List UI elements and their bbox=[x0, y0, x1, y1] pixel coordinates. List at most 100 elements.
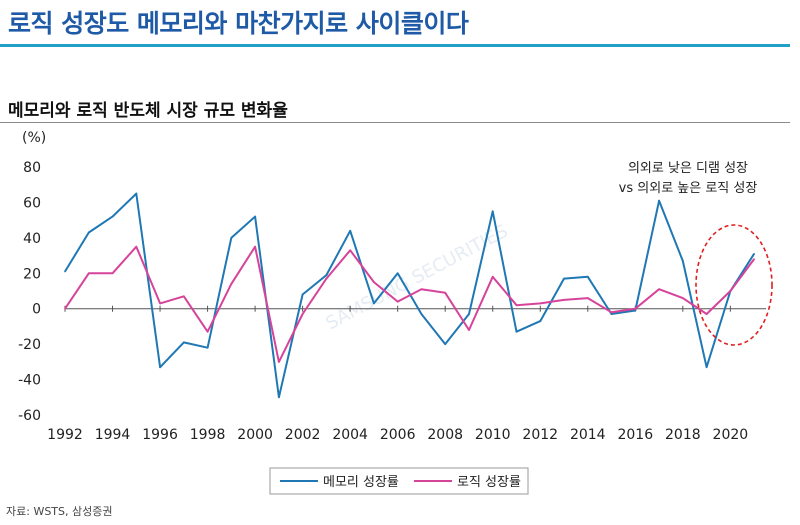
highlight-circle bbox=[695, 224, 773, 346]
logic-point bbox=[349, 249, 351, 252]
series-lines bbox=[64, 192, 755, 399]
y-tick-label: 40 bbox=[23, 231, 41, 247]
logic-point bbox=[254, 245, 256, 248]
watermark: SAMSUNG SECURITIES bbox=[322, 221, 511, 335]
x-tick-labels: 1992 1994 1996 1998 2000 2002 2004 2006 2008 2010… bbox=[47, 427, 748, 443]
subtitle-rule bbox=[0, 122, 790, 123]
logic-point bbox=[87, 272, 90, 275]
logic-point bbox=[658, 288, 660, 291]
y-tick-label: 20 bbox=[23, 266, 41, 282]
memory-point bbox=[634, 309, 637, 312]
y-unit-label: (%) bbox=[22, 130, 46, 146]
logic-point bbox=[111, 272, 114, 275]
series-logic-line bbox=[64, 245, 755, 363]
series-memory-line bbox=[64, 192, 755, 399]
memory-point bbox=[183, 341, 185, 344]
memory-point bbox=[444, 343, 447, 345]
memory-point bbox=[87, 231, 90, 234]
memory-point bbox=[515, 330, 518, 333]
memory-point bbox=[325, 274, 328, 276]
logic-point bbox=[373, 281, 375, 283]
logic-point bbox=[444, 291, 447, 294]
logic-point bbox=[468, 329, 470, 331]
x-tick-label: 1992 bbox=[47, 427, 83, 443]
y-tick-label: 0 bbox=[32, 302, 41, 318]
legend-logic-label: 로직 성장률 bbox=[457, 475, 521, 490]
logic-point bbox=[586, 297, 589, 299]
logic-point bbox=[301, 313, 304, 315]
chart-subtitle: 메모리와 로직 반도체 시장 규모 변화율 bbox=[8, 101, 288, 121]
logic-point bbox=[753, 258, 755, 260]
memory-point bbox=[135, 192, 138, 195]
y-tick-labels: 80 60 40 20 0 -20 -40 -60 bbox=[18, 160, 41, 424]
title-rule bbox=[0, 44, 790, 47]
logic-point bbox=[396, 300, 399, 303]
x-tick-label: 2004 bbox=[332, 427, 368, 443]
logic-point bbox=[491, 276, 494, 278]
logic-point bbox=[206, 330, 209, 333]
logic-point bbox=[420, 288, 423, 291]
y-tick-label: 60 bbox=[23, 195, 41, 211]
x-tick-label: 2002 bbox=[285, 427, 321, 443]
logic-point bbox=[729, 290, 732, 292]
y-tick-label: -20 bbox=[18, 337, 41, 353]
annotation-line-1: 의외로 낮은 디램 성장 bbox=[628, 161, 748, 176]
memory-point bbox=[658, 199, 660, 202]
logic-point bbox=[539, 302, 542, 305]
memory-point bbox=[539, 320, 542, 322]
x-tick-label: 1996 bbox=[142, 427, 178, 443]
memory-point bbox=[705, 366, 708, 368]
x-tick-label: 1998 bbox=[190, 427, 226, 443]
memory-point bbox=[111, 215, 114, 218]
logic-point bbox=[515, 304, 518, 306]
logic-point bbox=[634, 307, 637, 310]
memory-point bbox=[491, 210, 494, 213]
memory-point bbox=[230, 237, 233, 239]
annotation-line-2: vs 의외로 높은 로직 성장 bbox=[619, 181, 758, 196]
logic-point bbox=[705, 313, 708, 315]
legend: 메모리 성장률 로직 성장률 bbox=[269, 467, 529, 495]
memory-point bbox=[610, 313, 613, 315]
x-tick-label: 2006 bbox=[380, 427, 416, 443]
x-tick-label: 2020 bbox=[713, 427, 749, 443]
memory-point bbox=[396, 272, 399, 275]
logic-point bbox=[610, 311, 613, 314]
memory-point bbox=[301, 293, 304, 296]
x-tick-label: 2014 bbox=[570, 427, 606, 443]
memory-point bbox=[373, 302, 375, 305]
memory-point bbox=[349, 229, 351, 232]
memory-point bbox=[586, 276, 589, 278]
x-tick-label: 2018 bbox=[665, 427, 701, 443]
headline: 로직 성장도 메모리와 마찬가지로 사이클이다 bbox=[8, 9, 469, 38]
y-tick-label: -40 bbox=[18, 373, 41, 389]
source-note: 자료: WSTS, 삼성증권 bbox=[6, 505, 113, 518]
logic-point bbox=[278, 361, 280, 363]
x-tick-label: 2012 bbox=[522, 427, 558, 443]
x-tick-label: 2000 bbox=[237, 427, 273, 443]
legend-memory-label: 메모리 성장률 bbox=[323, 475, 399, 490]
logic-point bbox=[563, 299, 565, 301]
memory-point bbox=[468, 313, 470, 315]
memory-point bbox=[563, 277, 565, 280]
logic-point bbox=[183, 295, 185, 298]
x-tick-label: 2008 bbox=[427, 427, 463, 443]
x-tick-label: 2016 bbox=[617, 427, 653, 443]
logic-point bbox=[135, 245, 138, 248]
x-axis bbox=[64, 305, 766, 312]
logic-point bbox=[64, 307, 66, 310]
memory-point bbox=[64, 270, 66, 273]
x-tick-label: 2010 bbox=[475, 427, 511, 443]
memory-point bbox=[278, 396, 280, 399]
logic-point bbox=[230, 283, 233, 285]
logic-point bbox=[325, 277, 328, 280]
logic-point bbox=[159, 302, 161, 305]
memory-point bbox=[254, 215, 256, 218]
logic-point bbox=[682, 297, 684, 299]
memory-point bbox=[682, 260, 684, 262]
memory-point bbox=[206, 346, 209, 349]
y-tick-label: 80 bbox=[23, 160, 41, 176]
memory-point bbox=[159, 366, 161, 368]
memory-point bbox=[420, 313, 423, 315]
memory-point bbox=[753, 253, 755, 255]
